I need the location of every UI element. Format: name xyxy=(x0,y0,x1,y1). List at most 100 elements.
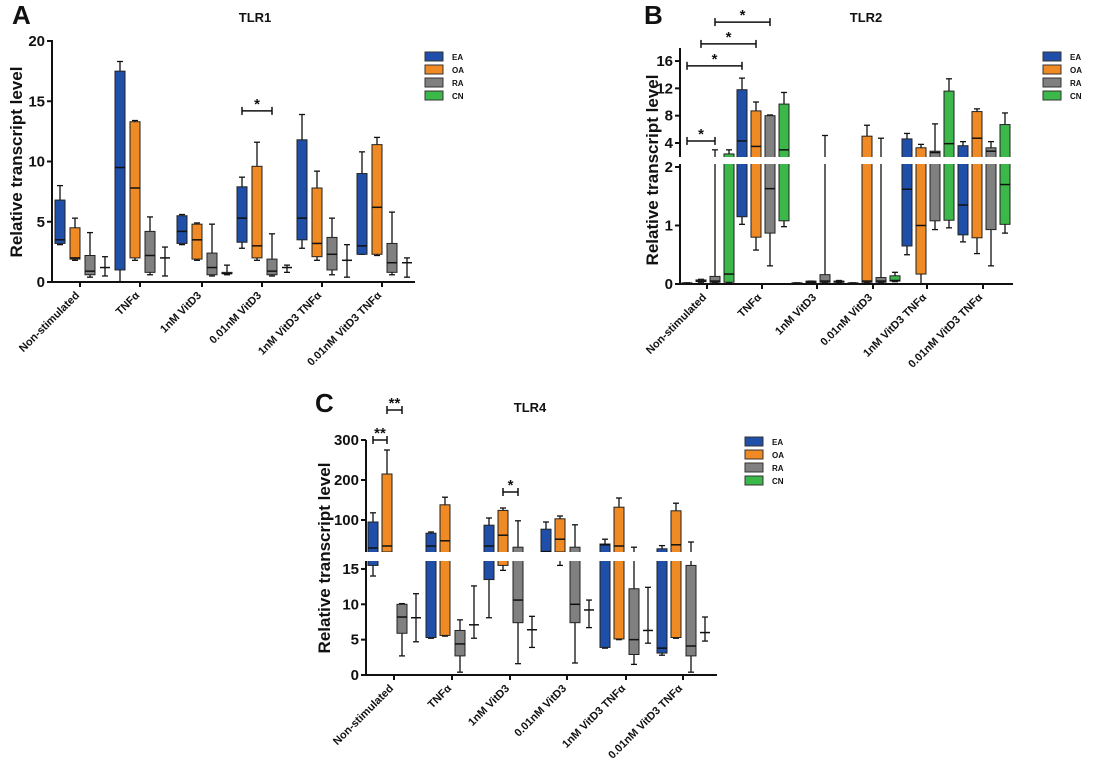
significance-label: * xyxy=(726,29,732,46)
y-tick-label: 10 xyxy=(28,154,45,171)
box-oa xyxy=(311,187,323,258)
y-tick-label: 8 xyxy=(665,108,673,125)
box-cn xyxy=(943,90,955,221)
x-tick-label: 1nM VitD3 xyxy=(773,292,819,338)
legend-swatch-cn xyxy=(424,90,444,101)
x-tick-label: 1nM VitD3 xyxy=(158,290,204,336)
box-ra xyxy=(985,147,997,231)
box-ea xyxy=(957,145,969,236)
box-ea xyxy=(736,89,748,218)
box-ra xyxy=(929,150,941,222)
significance-label: * xyxy=(698,126,704,143)
significance-label: * xyxy=(254,96,260,113)
significance-label: ** xyxy=(374,425,386,442)
legend-label: CN xyxy=(772,477,784,486)
chart-title: TLR2 xyxy=(850,10,883,25)
axis-break xyxy=(358,552,719,561)
box-ea xyxy=(901,138,913,247)
box-ea xyxy=(356,173,368,255)
legend-swatch-oa xyxy=(744,449,764,460)
panel-label: C xyxy=(315,388,334,418)
legend-swatch-oa xyxy=(1042,64,1062,75)
box-oa xyxy=(915,147,927,275)
legend-label: CN xyxy=(1070,92,1082,101)
box-ea xyxy=(236,186,248,243)
x-tick-label: TNFα xyxy=(426,682,455,711)
box-ra xyxy=(512,546,524,624)
box-ea xyxy=(540,528,552,553)
box-ra xyxy=(569,546,581,624)
box-oa xyxy=(69,227,81,260)
legend-swatch-ea xyxy=(424,51,444,62)
legend-label: EA xyxy=(1070,53,1081,62)
box-cn xyxy=(999,124,1011,225)
box-oa xyxy=(497,509,509,566)
x-tick-label: 0.01nM VitD3 xyxy=(512,683,569,740)
box-oa xyxy=(554,518,566,553)
box-oa xyxy=(861,135,873,283)
legend-swatch-cn xyxy=(744,475,764,486)
box-oa xyxy=(191,223,203,260)
y-axis-label: Relative transcript level xyxy=(7,67,26,258)
x-tick-label: TNFα xyxy=(114,289,143,318)
legend-swatch-cn xyxy=(1042,90,1062,101)
y-tick-label: 15 xyxy=(342,561,359,578)
x-tick-label: 1nM VitD3 TNFα xyxy=(256,289,324,357)
axis-break xyxy=(672,157,1015,164)
legend-label: EA xyxy=(772,438,783,447)
significance-label: * xyxy=(740,7,746,24)
y-tick-label: 15 xyxy=(28,93,45,110)
significance-label: ** xyxy=(389,395,401,412)
box-oa xyxy=(251,165,263,259)
box-ea xyxy=(599,543,611,648)
legend-swatch-ra xyxy=(424,77,444,88)
x-tick-label: 0.01nM VitD3 xyxy=(818,292,875,349)
chart-title: TLR1 xyxy=(239,10,272,25)
legend-label: OA xyxy=(1070,66,1082,75)
x-tick-label: Non-stimulated xyxy=(17,290,82,355)
box-ea xyxy=(54,199,66,244)
box-ra xyxy=(386,242,398,273)
y-tick-label: 10 xyxy=(342,596,359,613)
box-ra xyxy=(764,115,776,234)
box-ra xyxy=(875,277,887,283)
x-tick-label: Non-stimulated xyxy=(644,292,709,357)
y-tick-label: 0 xyxy=(351,667,359,684)
box-ra xyxy=(628,588,640,655)
box-ra xyxy=(266,258,278,276)
box-oa xyxy=(129,121,141,259)
y-tick-label: 2 xyxy=(665,159,673,176)
legend-swatch-ra xyxy=(744,462,764,473)
box-cn xyxy=(723,153,735,283)
y-tick-label: 5 xyxy=(37,214,45,231)
box-ea xyxy=(114,70,126,271)
box-ra xyxy=(144,230,156,273)
box-ra xyxy=(396,603,408,634)
legend-swatch-ea xyxy=(1042,51,1062,62)
significance-label: * xyxy=(712,51,718,68)
y-tick-label: 5 xyxy=(351,632,359,649)
y-tick-label: 16 xyxy=(656,53,673,70)
y-tick-label: 0 xyxy=(665,276,673,293)
x-tick-label: 1nM VitD3 xyxy=(466,683,512,729)
panel-label: A xyxy=(12,0,31,30)
y-tick-label: 0 xyxy=(37,274,45,291)
y-tick-label: 4 xyxy=(665,135,674,152)
box-oa xyxy=(381,473,393,553)
legend-label: RA xyxy=(1070,79,1082,88)
box-oa xyxy=(670,510,682,639)
box-oa xyxy=(971,111,983,239)
y-tick-label: 1 xyxy=(665,218,673,235)
legend-swatch-oa xyxy=(424,64,444,75)
legend-label: EA xyxy=(452,53,463,62)
legend-label: RA xyxy=(772,464,784,473)
box-oa xyxy=(439,504,451,636)
y-axis-label: Relative transcript level xyxy=(315,463,334,654)
box-ra xyxy=(819,274,831,283)
x-tick-label: Non-stimulated xyxy=(331,683,396,748)
significance-label: * xyxy=(508,477,514,494)
box-ea xyxy=(425,532,437,639)
x-tick-label: TNFα xyxy=(736,291,765,320)
